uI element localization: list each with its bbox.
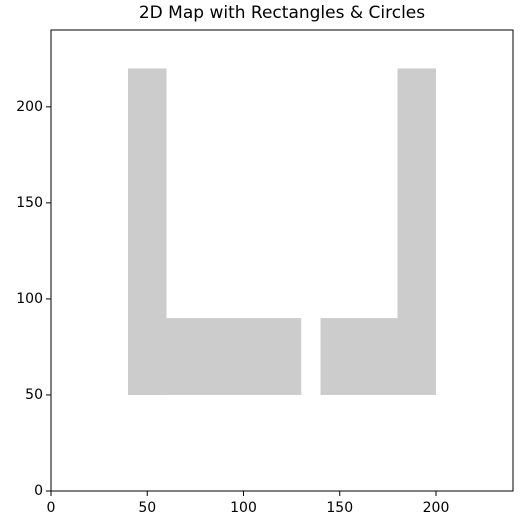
y-tick-label: 150 xyxy=(16,195,43,211)
x-tick-label: 0 xyxy=(47,500,56,516)
rectangle xyxy=(397,68,436,395)
chart-title: 2D Map with Rectangles & Circles xyxy=(139,3,425,23)
rectangle xyxy=(128,318,302,395)
x-tick-label: 50 xyxy=(138,500,156,516)
x-tick-label: 200 xyxy=(423,500,450,516)
x-tick-label: 150 xyxy=(326,500,353,516)
rectangle xyxy=(320,318,398,395)
plot-frame xyxy=(50,29,514,492)
y-tick-label: 0 xyxy=(34,483,43,499)
y-tick-label: 50 xyxy=(25,387,43,403)
x-tick-label: 100 xyxy=(230,500,257,516)
y-tick-label: 100 xyxy=(16,291,43,307)
y-tick-label: 200 xyxy=(16,99,43,115)
